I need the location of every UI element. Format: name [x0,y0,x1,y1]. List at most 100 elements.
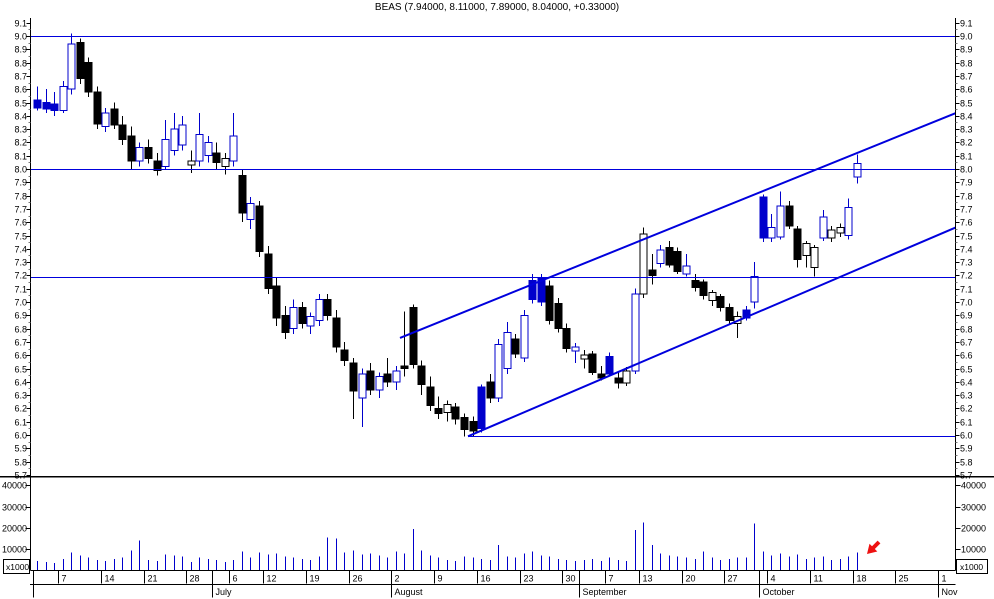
candle [554,298,563,333]
week-label: 14 [105,574,115,584]
week-label: 27 [728,574,738,584]
candle-body [417,365,426,385]
week-label: 26 [353,574,363,584]
price-tick-label-right: 8.8 [960,59,973,69]
week-label: 20 [686,574,696,584]
candle [793,226,802,268]
candle-body [93,91,102,125]
price-tick-label-right: 6.6 [960,351,973,361]
red-arrow-icon [867,540,881,554]
candle-body [255,205,264,252]
candle [733,311,742,338]
candle [195,113,204,167]
candle [42,89,51,114]
candle [631,288,640,374]
candle [665,240,674,268]
candle [537,274,546,306]
volume-tick-label-left: 10000 [2,545,27,555]
candle [520,309,529,362]
candle-body [161,139,170,167]
candle [298,302,307,329]
candle-body [588,353,597,373]
candle-body [802,242,811,256]
candle [614,371,623,389]
price-tick-label-right: 7.9 [960,178,973,188]
price-tick-label-left: 6.3 [14,391,27,401]
price-tick-label-right: 8.3 [960,125,973,135]
candle-body [691,280,700,288]
candle [212,142,221,169]
price-tick-label-left: 8.0 [14,165,27,175]
volume-scale-label: x1000 [6,562,29,572]
candle-body [349,362,358,392]
week-label: 12 [267,574,277,584]
candle [332,309,341,353]
candle [221,153,230,175]
candle [759,194,768,243]
candle-body [392,370,401,383]
candle-body [528,280,537,300]
week-label: 25 [899,574,909,584]
candle [767,214,776,243]
volume-tick-label-right: 20000 [961,524,986,534]
candle [776,191,785,240]
candle [255,200,264,257]
price-tick-label-right: 8.2 [960,138,973,148]
week-label: 6 [233,574,238,584]
candle [67,33,76,95]
candle [562,323,571,353]
candle [229,113,238,167]
candle [50,91,59,116]
week-label: 21 [148,574,158,584]
candle-body [853,163,862,178]
candle [682,254,691,277]
week-label: 2 [395,574,400,584]
candle-body [238,175,247,214]
candle [827,226,836,243]
candle-body [767,227,776,239]
price-tick-label-left: 8.4 [14,112,27,122]
candle [699,279,708,300]
candle-body [187,160,196,166]
candle [443,400,452,422]
volume-tick-label-right: 10000 [961,545,986,555]
candle [503,321,512,374]
candle-body [665,246,674,266]
price-tick-label-left: 8.8 [14,59,27,69]
candle [306,312,315,334]
candle-body [844,207,853,237]
candle [477,384,486,433]
price-tick-label-right: 6.1 [960,418,973,428]
candle-body [170,128,179,151]
price-tick-label-right: 5.8 [960,458,973,468]
candle-body [622,370,631,384]
price-tick-label-right: 8.9 [960,45,973,55]
price-axis-labels: 5.7 5.7 5.8 5.8 5.9 5.9 6.0 6.0 6.1 6.1 6.2 6.2 6.3 6… [14,19,972,481]
candle [400,311,409,377]
price-tick-label-left: 8.7 [14,72,27,82]
month-label: August [395,587,424,597]
week-label: 7 [62,574,67,584]
candle-body [375,375,384,391]
price-tick-label-left: 7.6 [14,218,27,228]
candle-body [836,227,845,234]
candle-body [793,228,802,260]
candle-body [443,403,452,413]
candle [605,352,614,377]
candle [426,376,435,412]
price-tick-label-right: 8.4 [960,112,973,122]
candle [648,254,657,285]
candle-body [469,421,478,432]
candle-body [656,249,665,264]
candle-body [195,133,204,162]
candle-body [400,365,409,369]
candle-body [298,306,307,324]
price-tick-label-left: 8.1 [14,152,27,162]
price-tick-label-right: 5.7 [960,471,973,481]
chart-title: BEAS (7.94000, 8.11000, 7.89000, 8.04000… [374,2,620,13]
candle-body [110,108,119,126]
week-label: 16 [481,574,491,584]
price-tick-label-left: 7.4 [14,245,27,255]
candle [127,126,136,169]
price-tick-label-right: 7.6 [960,218,973,228]
